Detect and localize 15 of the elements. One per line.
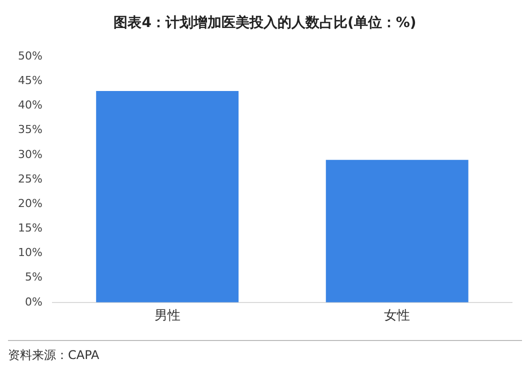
y-tick-label: 10% — [18, 246, 42, 260]
y-tick-label: 5% — [24, 270, 42, 284]
y-tick-label: 20% — [18, 196, 42, 210]
x-tick-label: 女性 — [384, 308, 410, 324]
y-tick-label: 15% — [18, 222, 42, 235]
y-tick-label: 50% — [18, 49, 42, 62]
y-tick-label: 35% — [18, 123, 42, 136]
chart-title: 图表4：计划增加医美投入的人数占比(单位：%) — [112, 14, 418, 33]
y-tick-label: 0% — [24, 295, 42, 308]
y-tick-label: 30% — [18, 148, 42, 161]
y-tick-label: 25% — [18, 172, 42, 186]
x-tick-label: 男性 — [154, 308, 180, 324]
text: 资料来源：CAPA — [8, 347, 100, 364]
y-tick-label: 40% — [18, 98, 42, 112]
y-tick-label: 45% — [18, 74, 42, 88]
